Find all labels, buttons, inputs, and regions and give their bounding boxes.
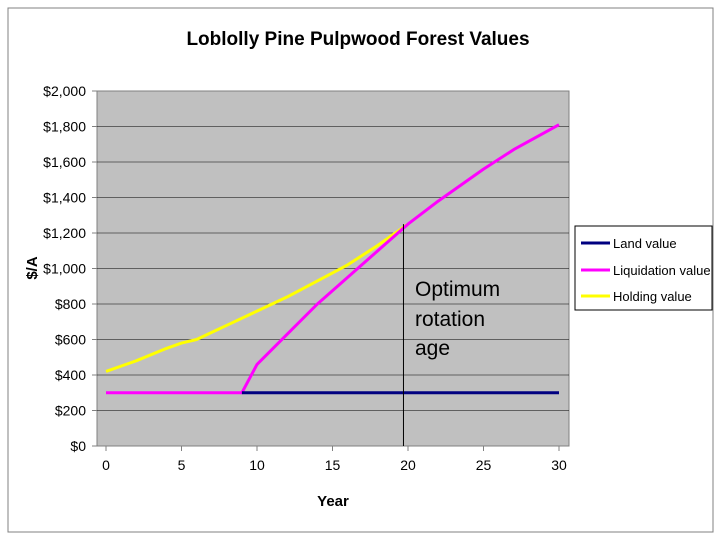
- chart-title: Loblolly Pine Pulpwood Forest Values: [186, 29, 529, 50]
- x-tick-labels: 0 5 10 15 20 25 30: [102, 457, 567, 473]
- x-tick-label: 20: [400, 457, 416, 473]
- y-tick-label: $1,600: [43, 154, 86, 170]
- y-tick-label: $600: [55, 332, 86, 348]
- y-tick-label: $1,400: [43, 190, 86, 206]
- x-tick-label: 5: [178, 457, 186, 473]
- x-tick-label: 0: [102, 457, 110, 473]
- annotation-line-2: rotation: [415, 308, 485, 331]
- annotation-line-1: Optimum: [415, 278, 500, 301]
- y-axis-label: $/A: [24, 256, 41, 280]
- x-tick-label: 30: [551, 457, 567, 473]
- x-tick-label: 10: [249, 457, 265, 473]
- y-tick-label: $1,800: [43, 119, 86, 135]
- y-tick-label: $1,000: [43, 261, 86, 277]
- y-tick-label: $2,000: [43, 83, 86, 99]
- series-layer: [105, 123, 560, 395]
- series-line-holding-value: [105, 222, 409, 373]
- y-tick-label: $1,200: [43, 225, 86, 241]
- y-tick-label: $200: [55, 403, 86, 419]
- y-tick-label: $0: [70, 438, 86, 454]
- annotation-text: Optimum rotation age: [415, 278, 506, 360]
- x-tick-label: 25: [476, 457, 492, 473]
- y-tick-labels: $0 $200 $400 $600 $800 $1,000 $1,200 $1,400 $1,6…: [43, 83, 86, 454]
- series-line-liquidation-value: [106, 123, 560, 395]
- x-axis-label: Year: [317, 493, 349, 510]
- grid-layer: [92, 90, 569, 451]
- x-tick-label: 15: [325, 457, 341, 473]
- legend-label-land-value: Land value: [613, 236, 677, 251]
- legend: Land value Liquidation value Holding val…: [574, 225, 713, 311]
- y-tick-label: $400: [55, 367, 86, 383]
- legend-label-liquidation-value: Liquidation value: [613, 263, 711, 278]
- y-tick-label: $800: [55, 296, 86, 312]
- legend-label-holding-value: Holding value: [613, 289, 692, 304]
- annotation-line-3: age: [415, 337, 450, 360]
